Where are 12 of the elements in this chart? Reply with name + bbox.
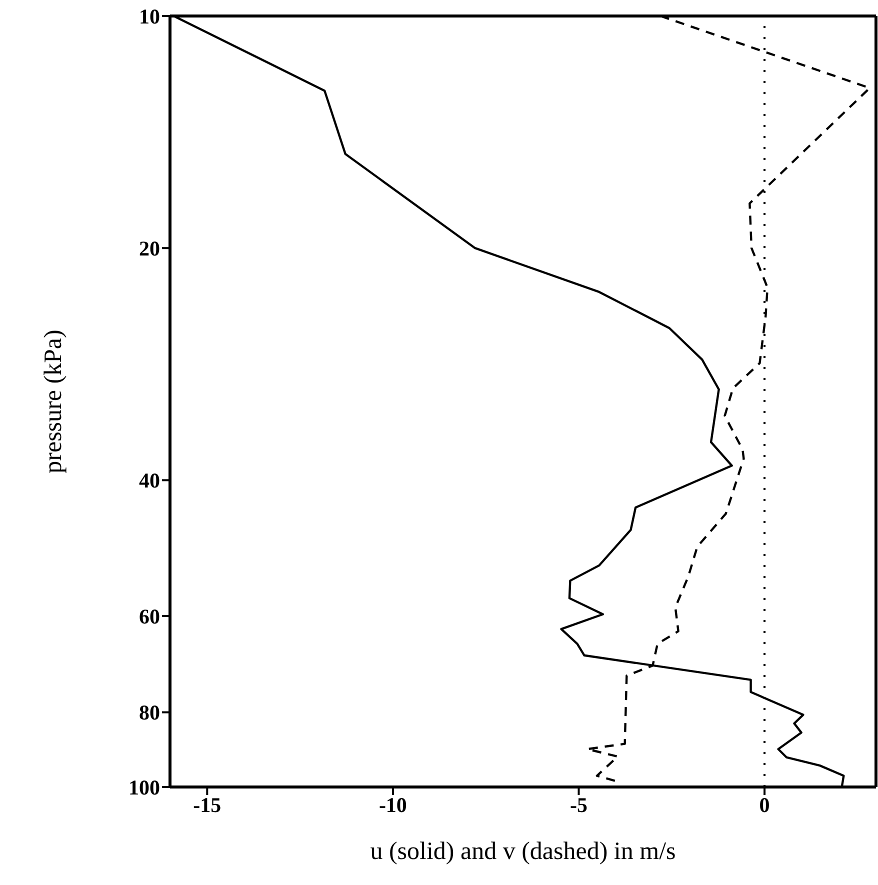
x-tick-label: -5 [570,792,588,817]
y-tick-label: 20 [139,236,160,261]
y-tick-label: 80 [139,700,160,725]
x-axis-title: u (solid) and v (dashed) in m/s [370,838,676,865]
y-axis-title: pressure (kPa) [40,330,67,474]
x-tick-label: 0 [759,792,770,817]
x-tick-label: -15 [193,792,222,817]
x-tick-label: -10 [378,792,407,817]
y-tick-label: 60 [139,604,160,628]
y-tick-label: 10 [139,4,160,28]
y-tick-label: 100 [128,775,160,800]
y-tick-label: 40 [139,468,160,493]
